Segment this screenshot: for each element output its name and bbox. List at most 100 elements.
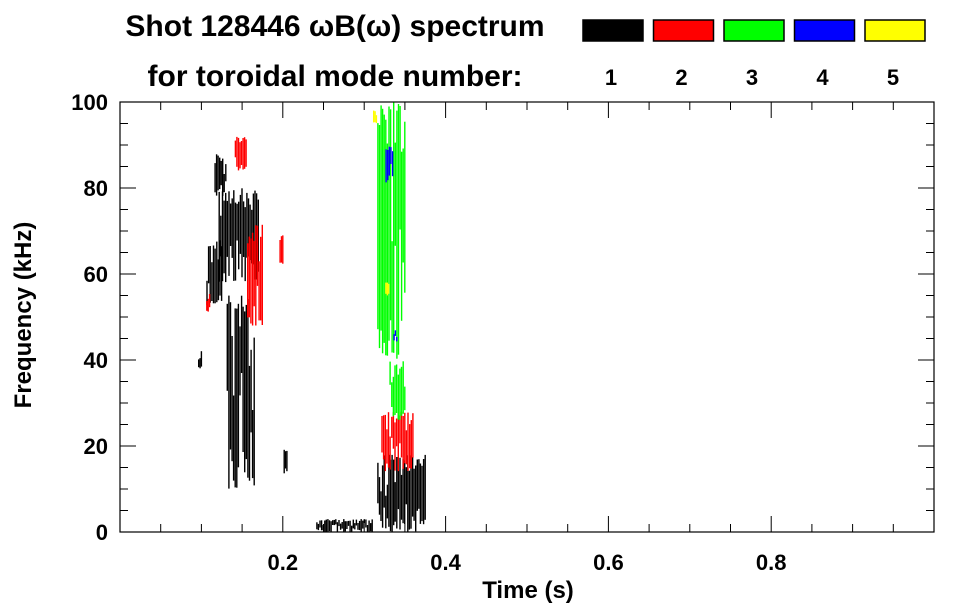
spectrum-stroke [236, 308, 238, 488]
spectrum-stroke [238, 201, 240, 270]
spectrum-stroke [258, 261, 260, 321]
mode-1-feature [218, 188, 259, 283]
spectrum-stroke [209, 246, 211, 303]
spectrum-stroke [409, 424, 411, 469]
x-tick-label: 0.6 [593, 550, 624, 575]
spectrum-stroke [343, 519, 345, 532]
spectrum-stroke [260, 236, 262, 321]
spectrum-stroke [206, 280, 208, 305]
spectrum-stroke [354, 523, 356, 530]
spectrum-stroke [226, 303, 228, 391]
spectrum-stroke [385, 149, 387, 183]
spectrum-stroke [381, 108, 384, 354]
spectrum-stroke [229, 203, 232, 246]
spectrum-stroke [250, 238, 252, 324]
chart-title: Shot 128446 ωB(ω) spectrum [125, 10, 544, 43]
y-tick-label: 80 [84, 176, 108, 201]
legend-swatch-mode-5 [864, 19, 926, 42]
spectrum-stroke [373, 110, 375, 123]
spectrum-stroke [220, 215, 222, 257]
spectrum-stroke [404, 121, 406, 293]
spectrum-stroke [253, 337, 255, 486]
spectrum-stroke [336, 522, 339, 532]
mode-5-feature [373, 110, 378, 124]
spectrum-stroke [237, 137, 240, 171]
spectrum-stroke [391, 416, 393, 438]
spectrum-stroke [413, 468, 415, 521]
spectrum-stroke [240, 141, 243, 165]
spectrum-stroke [388, 454, 390, 527]
mode-5-feature [385, 282, 390, 296]
spectrum-stroke [399, 368, 401, 420]
spectrum-stroke [246, 192, 248, 258]
spectrum-stroke [247, 299, 249, 478]
spectrum-stroke [402, 361, 404, 414]
spectrum-stroke [415, 465, 417, 532]
spectrum-stroke [402, 416, 404, 469]
spectrum-stroke [341, 522, 343, 529]
legend-mode-number: 2 [675, 65, 687, 90]
x-tick-label: 0.8 [756, 550, 787, 575]
spectrum-stroke [244, 207, 246, 282]
spectrum-stroke [394, 142, 396, 246]
spectrum-stroke [387, 149, 389, 181]
spectrum-stroke [214, 163, 216, 193]
spectrum-stroke [358, 520, 361, 531]
spectrum-stroke [231, 336, 233, 462]
spectrum-stroke [245, 139, 247, 167]
spectrum-stroke [402, 459, 404, 524]
mode-1-feature [198, 351, 203, 369]
spectrum-stroke [242, 306, 244, 452]
mode-2-feature [247, 224, 263, 326]
spectrum-stroke [249, 204, 251, 261]
spectrum-stroke [397, 413, 399, 472]
spectrum-stroke [371, 519, 373, 532]
spectrum-stroke [247, 198, 250, 257]
mode-1-feature [214, 154, 227, 196]
spectrum-stroke [388, 106, 390, 341]
legend-mode-number: 4 [816, 65, 829, 90]
spectrum-stroke [380, 491, 382, 521]
spectrum-stroke [381, 416, 383, 453]
spectrum-stroke [218, 191, 220, 282]
legend-swatch-mode-2 [652, 19, 715, 42]
spectrum-stroke [346, 521, 348, 529]
mode-1-feature [316, 519, 373, 532]
spectrum-stroke [237, 303, 240, 468]
spectrum-stroke [397, 104, 400, 355]
spectrum-stroke [394, 422, 396, 471]
spectrum-stroke [252, 193, 255, 265]
spectrum-stroke [234, 202, 237, 281]
spectrum-stroke [255, 225, 257, 326]
spectrum-stroke [206, 301, 208, 311]
y-tick-label: 60 [84, 262, 108, 287]
spectrum-stroke [400, 411, 403, 458]
spectrum-stroke [282, 235, 284, 264]
spectrum-stroke [399, 106, 401, 230]
spectrum-stroke [211, 262, 213, 301]
spectrum-stroke [392, 412, 395, 449]
spectrum-stroke [199, 358, 201, 369]
spectrum-stroke [391, 382, 393, 407]
legend-swatch-mode-3 [723, 19, 785, 42]
spectrum-stroke [226, 200, 228, 257]
spectrum-stroke [242, 201, 245, 257]
spectrum-stroke [207, 246, 210, 284]
spectrum-stroke [386, 143, 389, 356]
spectrum-stroke [280, 236, 283, 263]
spectrum-stroke [400, 474, 403, 520]
spectrum-stroke [393, 334, 395, 341]
spectrum-stroke [408, 470, 411, 530]
spectrum-stroke [421, 465, 423, 522]
spectrum-stroke [229, 302, 232, 450]
spectrum-stroke [261, 224, 263, 325]
spectrum-stroke [332, 520, 334, 525]
spectrum-stroke [257, 199, 259, 272]
spectrum-stroke [412, 413, 414, 458]
spectrum-stroke [221, 191, 224, 282]
spectrum-stroke [284, 451, 287, 469]
spectrum-stroke [405, 430, 408, 465]
spectrum-stroke [392, 376, 395, 417]
spectrum-stroke [339, 523, 342, 530]
legend-mode-number: 3 [746, 65, 758, 90]
